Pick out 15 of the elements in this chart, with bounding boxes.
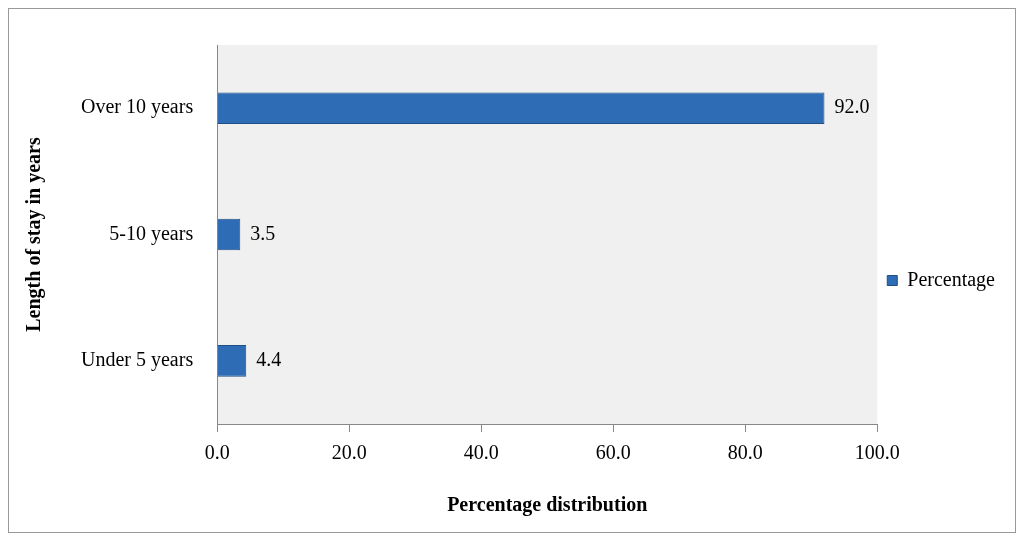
x-tick-label: 40.0 — [463, 441, 499, 464]
x-tick-label: 100.0 — [854, 441, 900, 464]
y-tick-label: Over 10 years — [80, 95, 194, 119]
data-label: 4.4 — [256, 348, 282, 371]
y-axis-title: Length of stay in years — [22, 137, 46, 332]
data-label: 92.0 — [834, 95, 870, 118]
x-tick-label: 0.0 — [204, 441, 230, 464]
x-axis-title: Percentage distribution — [447, 493, 648, 517]
legend-label: Percentage — [907, 267, 996, 291]
x-tick-label: 20.0 — [331, 441, 367, 464]
y-tick-label: Under 5 years — [80, 348, 194, 372]
x-tick-label: 60.0 — [595, 441, 631, 464]
y-tick-label: 5-10 years — [109, 221, 194, 245]
x-tick-label: 80.0 — [727, 441, 763, 464]
data-label: 3.5 — [250, 221, 276, 244]
